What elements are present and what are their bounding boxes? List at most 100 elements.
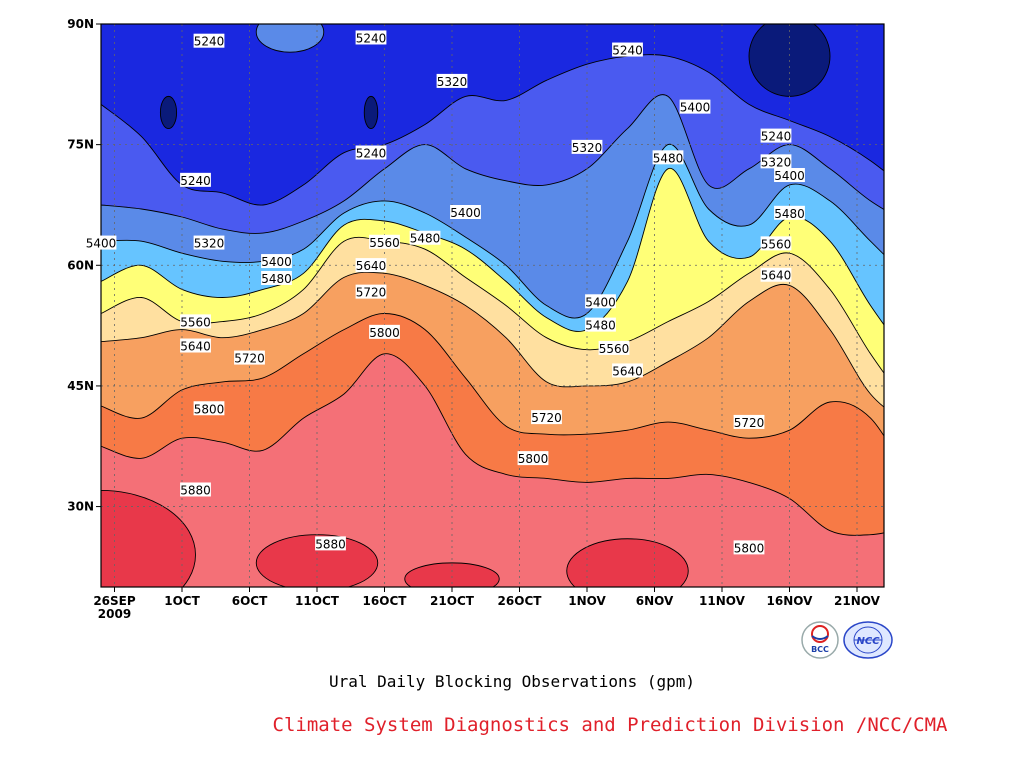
x-tick-label: 6OCT (232, 594, 268, 608)
svg-text:5800: 5800 (369, 326, 400, 340)
y-tick-label: 60N (67, 258, 94, 272)
isoline-5640 (101, 271, 884, 408)
contour-label: 5480 (774, 205, 805, 221)
x-tick-label: 21OCT (430, 594, 475, 608)
svg-text:5640: 5640 (356, 259, 387, 273)
isoline-5720 (101, 313, 884, 439)
svg-text:5720: 5720 (734, 416, 765, 430)
contour-label: 5240 (355, 30, 387, 45)
contour-label: 5480 (585, 317, 616, 333)
isoline-5400 (101, 144, 884, 319)
x-tick-label: 6NOV (636, 594, 674, 608)
contour-label: 5800 (193, 401, 225, 416)
contour-label: 5480 (652, 150, 684, 165)
contour-label: 5720 (234, 350, 265, 366)
svg-text:5400: 5400 (450, 206, 481, 220)
x-tick-label: 11NOV (699, 594, 746, 608)
x-tick-label: 11OCT (295, 594, 340, 608)
contour-label: 5400 (585, 294, 616, 309)
contour-label: 5400 (450, 205, 481, 220)
svg-text:5720: 5720 (234, 352, 265, 366)
svg-text:5400: 5400 (86, 237, 117, 251)
blob-5880-south-d (566, 538, 689, 587)
svg-text:5240: 5240 (612, 44, 643, 58)
contour-label: 5320 (193, 235, 225, 251)
x-tick-label: 21NOV (834, 594, 881, 608)
contour-label: 5640 (355, 258, 387, 273)
contour-label: 5640 (612, 363, 643, 378)
isoline-5800 (101, 353, 884, 536)
svg-text:5640: 5640 (761, 269, 792, 283)
y-tick-label: 75N (67, 138, 94, 152)
ncc-logo: NCC (843, 621, 893, 659)
contour-label: 5480 (409, 230, 441, 246)
isoline-5320 (101, 94, 884, 234)
blob-5160-b (363, 95, 379, 130)
contour-label: 5240 (612, 42, 643, 58)
contour-label: 5400 (774, 168, 805, 183)
contour-label: 5800 (517, 451, 549, 466)
contour-label: 5320 (571, 139, 603, 155)
svg-text:5240: 5240 (194, 35, 225, 49)
svg-text:5560: 5560 (180, 315, 211, 329)
blob-5160-a (159, 95, 178, 130)
svg-text:5880: 5880 (315, 537, 346, 551)
svg-text:5800: 5800 (734, 541, 765, 555)
x-tick-label: 26SEP (93, 594, 136, 608)
isoline-5240 (101, 54, 884, 206)
contour-label: 5880 (315, 536, 346, 551)
contour-label: 5240 (355, 145, 387, 160)
blob-5880-south-c (404, 562, 500, 587)
contour-label: 5720 (531, 410, 562, 425)
svg-text:5560: 5560 (369, 236, 400, 250)
contour-label: 5720 (355, 284, 387, 300)
contour-label: 5320 (436, 73, 468, 89)
contour-label: 5800 (369, 324, 400, 340)
x-tick-label: 1OCT (164, 594, 200, 608)
svg-text:5320: 5320 (761, 155, 792, 169)
contour-label: 5240 (180, 172, 211, 188)
svg-text:5400: 5400 (585, 295, 616, 309)
svg-text:NCC: NCC (856, 636, 880, 647)
chart-caption: Ural Daily Blocking Observations (gpm) (328, 672, 696, 691)
svg-text:5240: 5240 (356, 146, 387, 160)
svg-text:5400: 5400 (261, 255, 292, 269)
svg-text:5480: 5480 (653, 151, 684, 165)
svg-text:5800: 5800 (194, 402, 225, 416)
svg-text:5400: 5400 (774, 169, 805, 183)
svg-text:5720: 5720 (531, 411, 562, 425)
svg-text:5720: 5720 (356, 286, 387, 300)
svg-text:5320: 5320 (437, 75, 468, 89)
y-tick-label: 90N (67, 17, 94, 31)
contour-label: 5640 (180, 338, 211, 354)
y-tick-label: 30N (67, 500, 94, 514)
x-tick-label: 2009 (98, 607, 131, 621)
svg-text:5800: 5800 (518, 452, 549, 466)
contour-label: 5480 (261, 270, 292, 286)
contour-label: 5800 (733, 540, 765, 555)
svg-text:5640: 5640 (612, 364, 643, 378)
svg-text:5400: 5400 (680, 101, 711, 115)
svg-text:5480: 5480 (410, 232, 441, 246)
svg-text:5480: 5480 (774, 207, 805, 221)
svg-text:5480: 5480 (585, 319, 616, 333)
contour-label: 5240 (760, 128, 792, 144)
x-tick-label: 16OCT (363, 594, 408, 608)
contour-label: 5560 (369, 234, 400, 250)
contour-label: 5560 (598, 340, 630, 356)
blob-5320-north-a (255, 24, 325, 53)
contour-label: 5240 (193, 33, 225, 49)
contour-label: 5320 (760, 154, 792, 169)
bcc-logo: BCC (801, 621, 839, 659)
contour-label: 5560 (180, 314, 211, 329)
plot-frame (100, 23, 885, 588)
svg-text:5560: 5560 (761, 237, 792, 251)
svg-text:5240: 5240 (356, 31, 387, 45)
svg-text:5240: 5240 (761, 130, 792, 144)
svg-text:5240: 5240 (180, 174, 211, 188)
contour-label: 5400 (85, 235, 117, 251)
contour-label: 5400 (679, 99, 711, 115)
isoline-5560 (101, 236, 884, 374)
svg-text:5320: 5320 (572, 141, 603, 155)
